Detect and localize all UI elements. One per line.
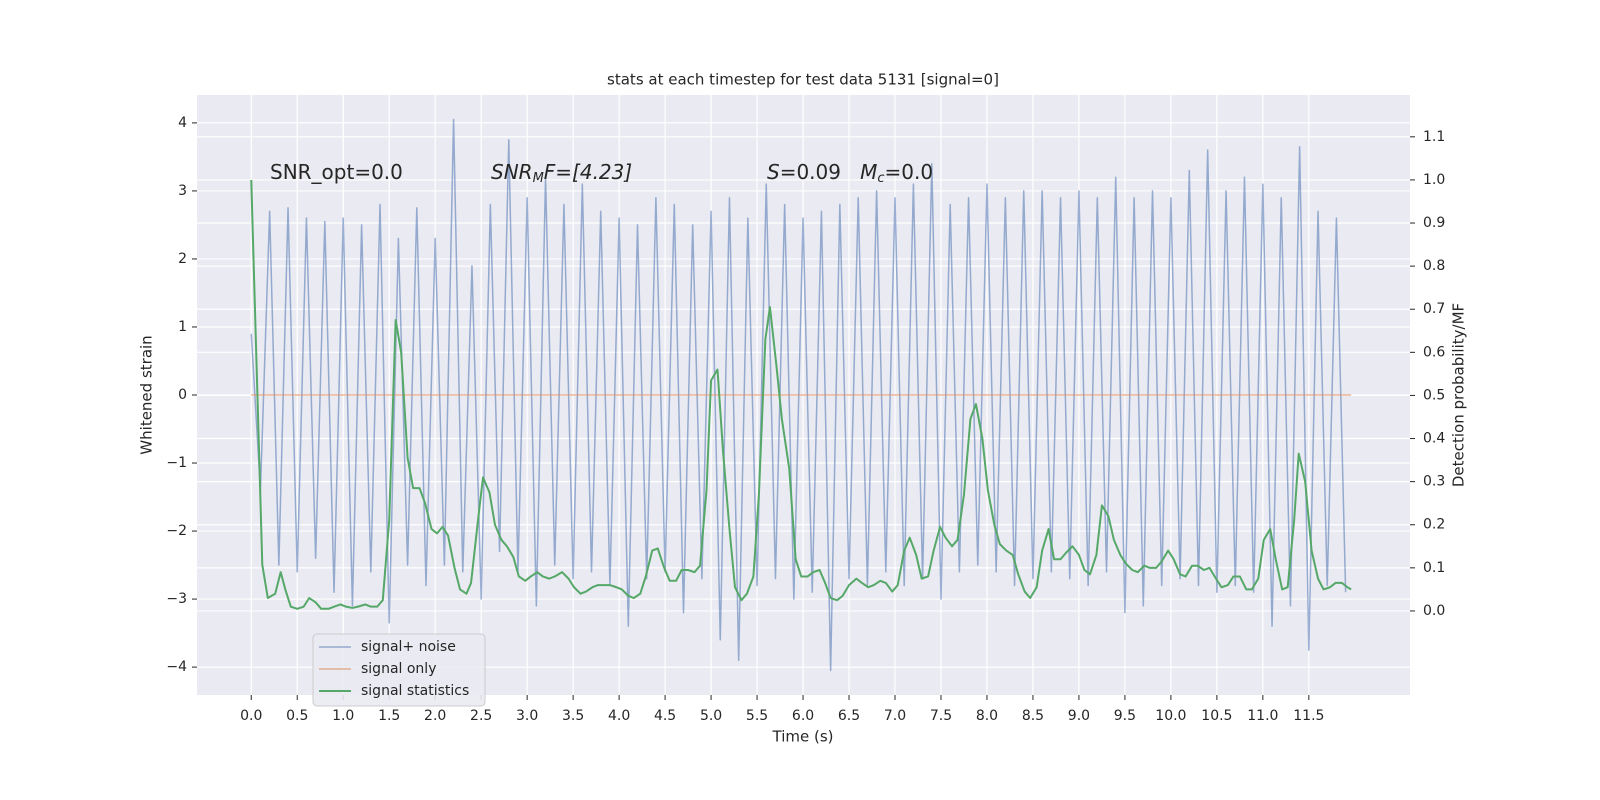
y2-tick-label: 0.4 xyxy=(1423,431,1445,447)
x-tick-label: 6.5 xyxy=(838,708,860,724)
legend-label: signal+ noise xyxy=(361,639,456,655)
annotation-subscript: M xyxy=(533,171,544,186)
annotation-text: =0.0 xyxy=(885,160,934,184)
marks xyxy=(250,118,1352,672)
y-tick-label: 0 xyxy=(178,387,187,403)
y2-axis-label: Detection probability/MF xyxy=(1450,303,1468,487)
x-tick-label: 11.0 xyxy=(1247,708,1278,724)
y2-tick-label: 0.1 xyxy=(1423,560,1445,576)
y-tick-label: −1 xyxy=(166,455,187,471)
chart-title: stats at each timestep for test data 513… xyxy=(607,71,999,89)
y2-tick-label: 1.0 xyxy=(1423,172,1445,188)
y2-tick-label: 0.6 xyxy=(1423,344,1445,360)
x-tick-label: 3.0 xyxy=(516,708,538,724)
y2-tick-label: 0.0 xyxy=(1423,603,1445,619)
annotation-subscript: c xyxy=(877,171,884,186)
x-tick-label: 1.0 xyxy=(332,708,354,724)
x-tick-label: 0.0 xyxy=(240,708,262,724)
x-tick-label: 5.5 xyxy=(746,708,768,724)
x-tick-label: 4.5 xyxy=(654,708,676,724)
x-tick-label: 5.0 xyxy=(700,708,722,724)
y2-tick-label: 0.2 xyxy=(1423,517,1445,533)
x-tick-label: 7.0 xyxy=(884,708,906,724)
annotation-text: S xyxy=(767,160,780,184)
y2-tick-label: 1.1 xyxy=(1423,129,1445,145)
annotation: SNRMF=[4.23] xyxy=(491,160,632,186)
y-tick-label: 2 xyxy=(178,251,187,267)
x-tick-label: 6.0 xyxy=(792,708,814,724)
series-line xyxy=(250,118,1347,672)
x-tick-label: 4.0 xyxy=(608,708,630,724)
x-tick-label: 9.0 xyxy=(1068,708,1090,724)
legend-label: signal only xyxy=(361,661,436,677)
y2-tick-label: 0.9 xyxy=(1423,215,1445,231)
y-tick-label: 4 xyxy=(178,115,187,131)
annotation-text: SNR_opt=0.0 xyxy=(270,160,403,184)
y2-tick-label: 0.7 xyxy=(1423,301,1445,317)
y-tick-label: −3 xyxy=(166,591,187,607)
x-tick-label: 2.5 xyxy=(470,708,492,724)
axes: 0.0 0.5 1.0 1.5 2.0 2.5 3.0 3.5 4.0 4.5 5.0 5.5 6.0 6… xyxy=(166,115,1445,724)
y-tick-label: −4 xyxy=(166,659,187,675)
x-tick-label: 7.5 xyxy=(930,708,952,724)
y2-tick-label: 0.8 xyxy=(1423,258,1445,274)
x-tick-label: 2.0 xyxy=(424,708,446,724)
annotation: S=0.09 Mc=0.0 xyxy=(767,160,933,186)
x-axis-label: Time (s) xyxy=(772,728,834,746)
x-tick-label: 10.0 xyxy=(1155,708,1186,724)
y-tick-label: 1 xyxy=(178,319,187,335)
y-tick-label: −2 xyxy=(166,523,187,539)
x-tick-label: 10.5 xyxy=(1201,708,1232,724)
x-tick-label: 0.5 xyxy=(286,708,308,724)
annotation-text: =0.09 xyxy=(780,160,860,184)
x-tick-label: 8.0 xyxy=(976,708,998,724)
x-tick-label: 9.5 xyxy=(1114,708,1136,724)
x-tick-label: 1.5 xyxy=(378,708,400,724)
legend-label: signal statistics xyxy=(361,683,469,699)
annotation: SNR_opt=0.0 xyxy=(270,160,403,184)
y-axis-label: Whitened strain xyxy=(138,335,156,454)
x-tick-label: 8.5 xyxy=(1022,708,1044,724)
legend-box xyxy=(312,633,486,707)
y-tick-label: 3 xyxy=(178,183,187,199)
x-tick-label: 3.5 xyxy=(562,708,584,724)
series-line xyxy=(250,179,1352,610)
y2-tick-label: 0.3 xyxy=(1423,474,1445,490)
annotation-text: M xyxy=(860,160,877,184)
legend: signal+ noise signal only signal statistic… xyxy=(312,633,486,707)
annotation-text: F=[4.23] xyxy=(544,160,632,184)
y2-tick-label: 0.5 xyxy=(1423,387,1445,403)
x-tick-label: 11.5 xyxy=(1293,708,1324,724)
annotation-text: SNR xyxy=(491,160,533,184)
